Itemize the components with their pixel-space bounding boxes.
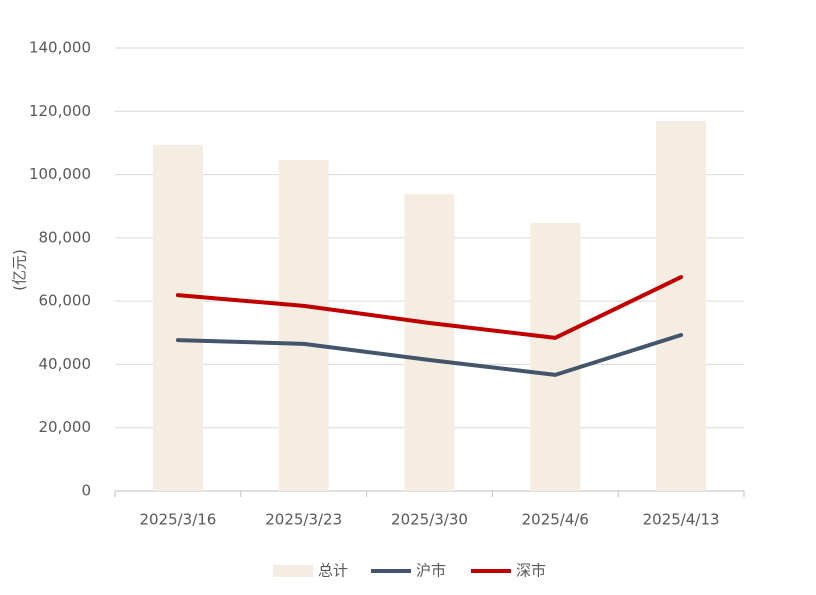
bar [656, 121, 707, 491]
x-tick-label: 2025/4/13 [643, 511, 720, 529]
bar [278, 160, 329, 491]
legend-label: 深市 [516, 562, 546, 580]
bar [530, 222, 581, 492]
legend-label: 沪市 [416, 562, 446, 580]
y-tick-label: 60,000 [39, 292, 92, 310]
x-tick-label: 2025/3/16 [139, 511, 216, 529]
line [175, 333, 684, 377]
legend-label: 总计 [318, 562, 348, 580]
y-tick-label: 20,000 [39, 418, 92, 436]
y-tick-label: 120,000 [29, 102, 91, 120]
y-axis-label: (亿元) [11, 249, 29, 291]
x-tick-label: 2025/3/30 [391, 511, 468, 529]
y-tick-label: 40,000 [39, 355, 92, 373]
y-tick-label: 140,000 [29, 39, 91, 57]
y-tick-label: 100,000 [29, 165, 91, 183]
legend-swatch [273, 565, 313, 577]
bar [152, 144, 203, 491]
x-tick-label: 2025/4/6 [522, 511, 589, 529]
y-tick-label: 80,000 [39, 228, 92, 246]
line [175, 275, 684, 340]
bar [404, 193, 455, 491]
x-tick-label: 2025/3/23 [265, 511, 342, 529]
y-tick-label: 0 [81, 482, 91, 500]
